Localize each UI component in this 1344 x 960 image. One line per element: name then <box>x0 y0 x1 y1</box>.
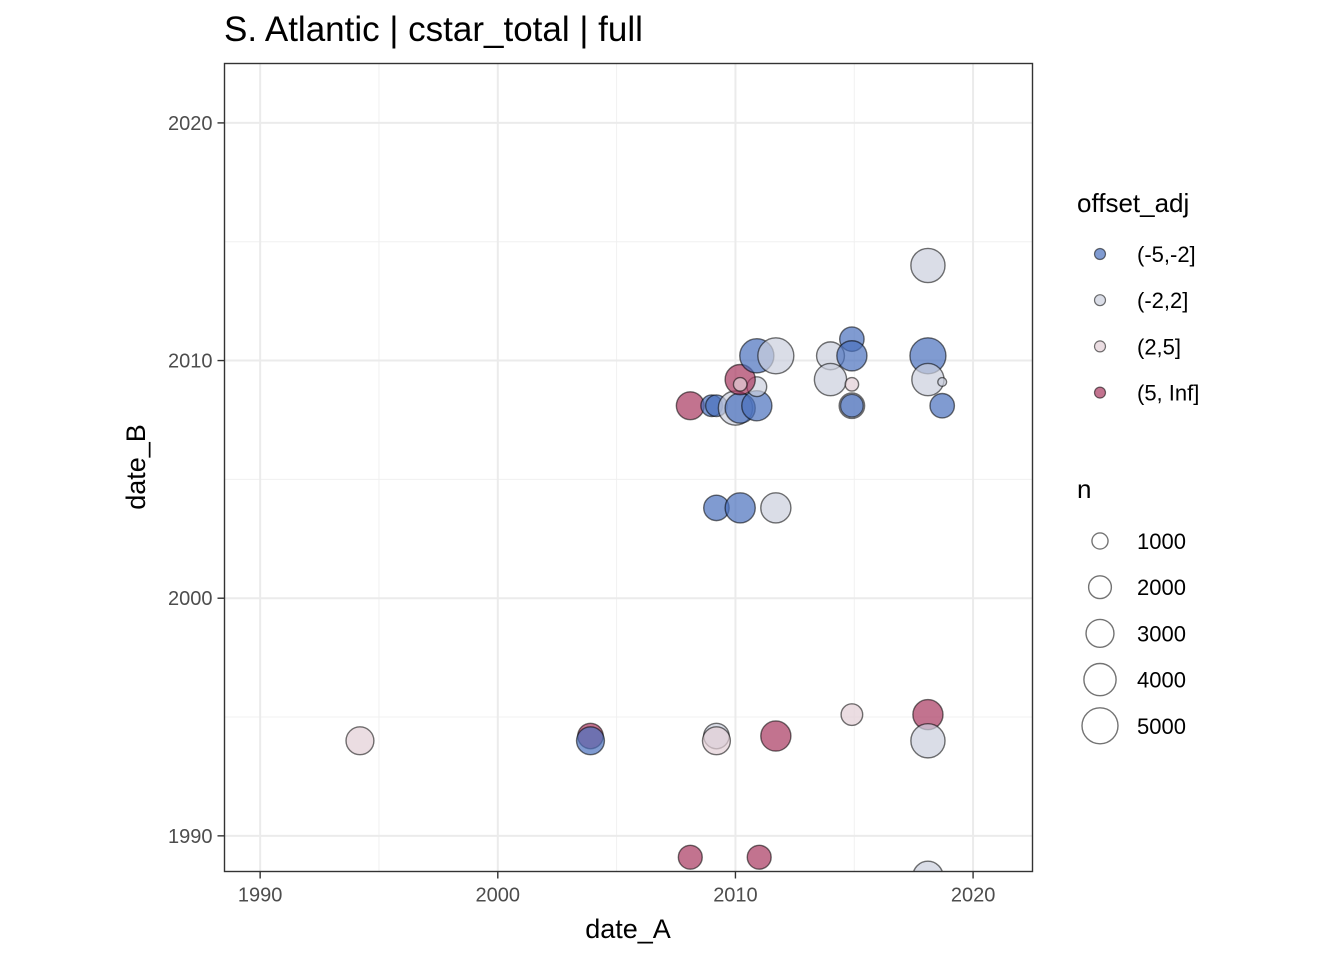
y-axis: 1990 2000 2010 2020 date_B <box>121 113 225 848</box>
data-points <box>345 247 956 872</box>
legend-color-key <box>1093 247 1107 261</box>
major-gridlines <box>224 63 1033 872</box>
scatter-point <box>813 362 848 397</box>
chart-title: S. Atlantic | cstar_total | full <box>224 10 643 49</box>
legend-color-key <box>1093 340 1107 353</box>
x-tick-label: 2010 <box>713 885 758 907</box>
minor-gridlines <box>224 63 1033 872</box>
y-tick-label: 2020 <box>168 113 213 135</box>
y-tick-label: 2000 <box>168 588 213 610</box>
x-tick-label: 2020 <box>951 885 996 907</box>
scatter-point <box>575 726 606 756</box>
scatter-point <box>929 392 956 419</box>
legend-size-label: 1000 <box>1137 529 1186 554</box>
scatter-point <box>910 723 946 759</box>
scatter-point <box>912 860 943 872</box>
scatter-point <box>760 720 792 752</box>
legend-size-key <box>1087 575 1113 600</box>
y-tick-label: 1990 <box>168 826 213 848</box>
scatter-point <box>910 247 946 284</box>
legend-size-title: n <box>1077 474 1091 504</box>
scatter-point <box>746 844 772 870</box>
scatter-point <box>836 340 868 372</box>
y-axis-title: date_B <box>121 424 151 510</box>
scatter-point <box>760 492 792 524</box>
legend-size-key <box>1085 618 1115 649</box>
legend-size-key <box>1083 662 1117 697</box>
x-axis: 1990 2000 2010 2020 date_A <box>238 871 996 944</box>
legend-color-key <box>1093 386 1107 399</box>
legend-size-key <box>1081 707 1119 745</box>
legend-size-entries: 1000 2000 3000 4000 5000 <box>1081 529 1186 745</box>
panel-border <box>223 62 1034 873</box>
legend-color-label: (2,5] <box>1137 334 1181 359</box>
legend-size-label: 4000 <box>1137 668 1186 693</box>
scatter-point <box>732 376 748 392</box>
legend-n: n 1000 2000 3000 4000 5000 <box>1077 474 1186 745</box>
x-tick-label: 1990 <box>238 885 283 907</box>
legend-offset-adj: offset_adj (-5,-2] (-2,2] (2,5] (5, Inf] <box>1077 188 1199 406</box>
legend-color-label: (-5,-2] <box>1137 242 1196 267</box>
scatter-point <box>839 393 864 418</box>
legend-color-entries: (-5,-2] (-2,2] (2,5] (5, Inf] <box>1093 242 1199 406</box>
scatter-point <box>345 726 375 756</box>
scatter-point <box>675 391 705 421</box>
scatter-point <box>844 376 860 392</box>
scatter-point <box>937 376 948 388</box>
scatter-point <box>840 703 864 727</box>
y-axis-ticks: 1990 2000 2010 2020 <box>168 113 225 848</box>
x-axis-title: date_A <box>585 914 671 944</box>
y-tick-label: 2010 <box>168 351 213 373</box>
scatter-point <box>677 844 703 870</box>
legend-color-label: (-2,2] <box>1137 288 1188 313</box>
legend-color-title: offset_adj <box>1077 188 1189 218</box>
legend-color-key <box>1093 294 1107 307</box>
legend-size-label: 5000 <box>1137 714 1186 739</box>
legend-size-key <box>1091 532 1109 550</box>
scatter-point <box>701 726 732 756</box>
x-tick-label: 2000 <box>476 885 521 907</box>
scatter-point <box>724 492 756 524</box>
legend-size-label: 2000 <box>1137 575 1186 600</box>
legend-color-label: (5, Inf] <box>1137 381 1199 406</box>
plot-area <box>223 62 1034 873</box>
panel-background <box>224 63 1033 872</box>
scatter-point <box>757 337 795 375</box>
legend-size-label: 3000 <box>1137 621 1186 646</box>
x-axis-ticks: 1990 2000 2010 2020 <box>238 871 996 907</box>
